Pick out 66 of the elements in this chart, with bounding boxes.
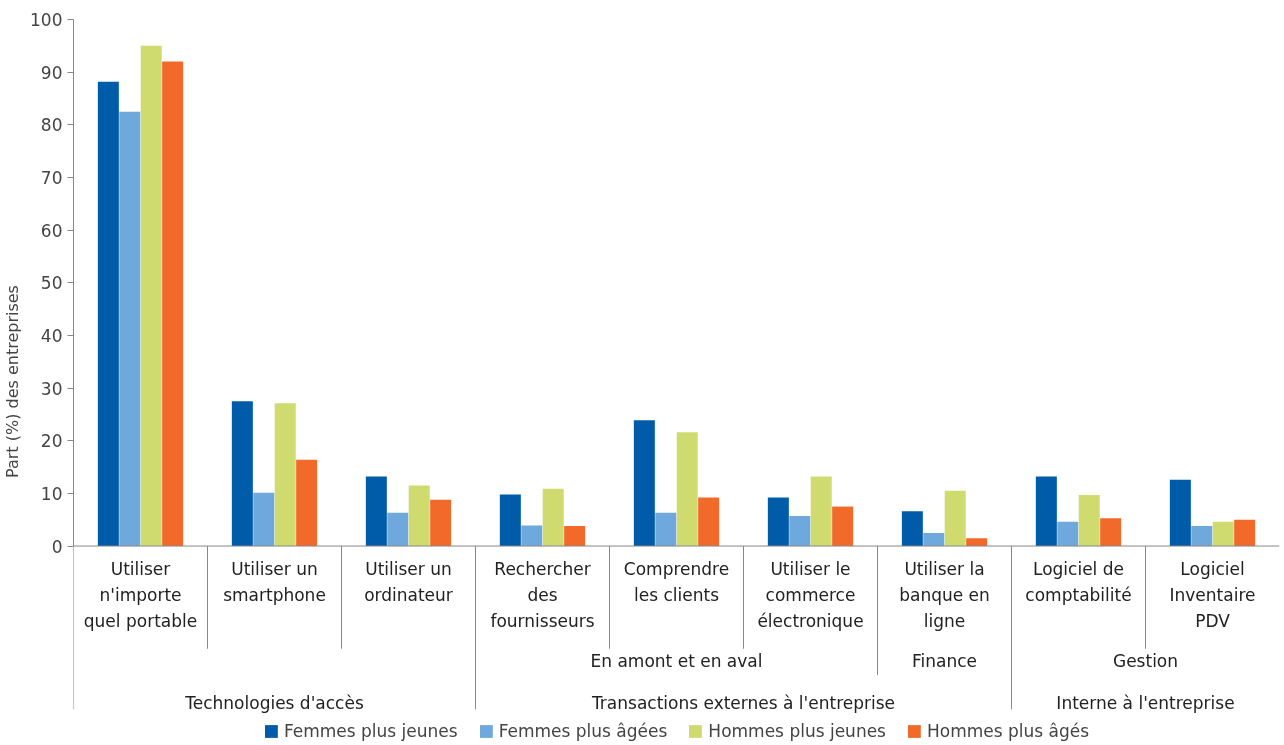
bar xyxy=(923,532,945,547)
text: Transactions externes à l'entreprise xyxy=(590,692,896,713)
legend-label: Femmes plus jeunes xyxy=(283,721,458,741)
y-tick-label: 80 xyxy=(40,115,63,136)
bar xyxy=(231,401,253,547)
bar xyxy=(832,506,854,547)
bar xyxy=(698,497,720,547)
bar xyxy=(97,81,119,547)
bar xyxy=(564,526,586,547)
bar xyxy=(365,476,387,547)
bar xyxy=(408,485,430,547)
y-tick-label: 60 xyxy=(40,220,63,241)
x-tick-label: Logiciel de comptabilité xyxy=(1025,559,1132,606)
bar xyxy=(253,492,275,547)
bar xyxy=(499,494,521,547)
bar xyxy=(676,432,698,547)
x-tick-label: Rechercher des fournisseurs xyxy=(490,559,595,632)
y-tick-label: 10 xyxy=(40,483,63,504)
x-tick-label: Logiciel Inventaire PDV xyxy=(1169,559,1256,632)
bar xyxy=(810,476,832,547)
x-tick-label: Utiliser un smartphone xyxy=(223,559,326,606)
text: En amont et en aval xyxy=(590,650,763,671)
bar xyxy=(119,111,141,547)
y-tick-label: 100 xyxy=(30,10,63,30)
bar xyxy=(162,61,184,547)
y-tick-label: 20 xyxy=(40,431,63,452)
bar xyxy=(901,511,923,547)
y-tick-label: 50 xyxy=(40,273,63,294)
y-axis-title: Part (%) des entreprises xyxy=(3,285,23,478)
x-tick-label: Comprendre les clients xyxy=(623,559,730,606)
bar xyxy=(1234,519,1256,547)
bar xyxy=(387,512,409,547)
x-tick-label: Utiliser la banque en ligne xyxy=(899,559,990,632)
bar xyxy=(789,516,811,547)
y-tick-label: 30 xyxy=(40,378,63,399)
bar xyxy=(1212,521,1234,547)
bar xyxy=(296,459,318,547)
legend-label: Femmes plus âgées xyxy=(498,721,668,741)
x-tick-label: Utiliser le commerce électronique xyxy=(757,559,864,632)
bar xyxy=(274,403,296,547)
bar xyxy=(430,499,452,547)
text: Finance xyxy=(911,650,978,671)
bar xyxy=(1169,479,1191,547)
bar xyxy=(1035,476,1057,547)
bar xyxy=(1191,526,1213,547)
bar xyxy=(521,525,543,547)
bar xyxy=(633,420,655,547)
legend-label: Hommes plus âgés xyxy=(926,721,1090,741)
text: Interne à l'entreprise xyxy=(1056,692,1235,713)
y-tick-label: 70 xyxy=(40,167,63,188)
bar xyxy=(1057,521,1079,547)
x-tick-label: Utiliser n'importe quel portable xyxy=(83,559,198,632)
text: Technologies d'accès xyxy=(184,692,364,713)
y-tick-label: 90 xyxy=(40,62,63,83)
text: Gestion xyxy=(1112,650,1179,671)
bar xyxy=(767,497,789,547)
bar xyxy=(140,45,162,547)
x-tick-label: Utiliser un ordinateur xyxy=(364,559,453,606)
legend-label: Hommes plus jeunes xyxy=(708,721,886,741)
bar xyxy=(542,488,564,547)
bar xyxy=(944,490,966,547)
y-tick-label: 0 xyxy=(51,536,63,557)
bar xyxy=(1078,494,1100,547)
bar xyxy=(655,512,677,547)
bar xyxy=(1100,518,1122,547)
y-tick-label: 40 xyxy=(40,325,63,346)
